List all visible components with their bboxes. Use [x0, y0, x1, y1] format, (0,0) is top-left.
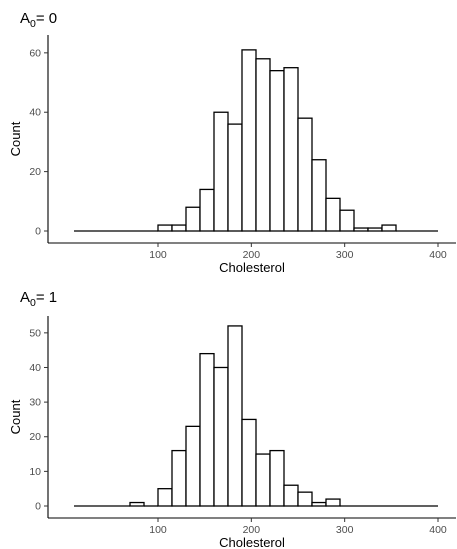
y-tick-label: 20: [29, 431, 41, 443]
y-tick-label: 40: [29, 362, 41, 374]
histogram-bar: [353, 227, 369, 232]
histogram-bar: [367, 227, 383, 232]
title-subscript: 0: [30, 297, 36, 309]
histogram-bar: [171, 449, 187, 507]
histogram-bar: [157, 488, 173, 507]
histogram-bar: [213, 111, 229, 232]
x-axis-title: Cholesterol: [219, 535, 285, 549]
y-tick-label: 30: [29, 397, 41, 409]
y-tick-label: 40: [29, 107, 41, 119]
histogram-bar: [255, 58, 271, 232]
x-tick-label: 100: [149, 524, 167, 536]
panel-title: A0= 0: [20, 10, 57, 30]
histogram-bar: [171, 224, 187, 232]
x-axis-title: Cholesterol: [219, 260, 285, 275]
histogram-bar: [199, 188, 215, 232]
histogram-bar: [213, 366, 229, 507]
histogram-bar: [381, 224, 397, 232]
y-tick-label: 60: [29, 47, 41, 59]
y-axis-title: Count: [8, 121, 23, 156]
histogram-bar: [241, 49, 257, 232]
histogram-bar: [311, 159, 327, 232]
histogram-bar: [227, 123, 243, 232]
x-tick-label: 200: [243, 249, 261, 261]
histogram-bar: [297, 491, 313, 507]
title-rest: = 0: [36, 10, 57, 27]
y-tick-label: 20: [29, 166, 41, 178]
histogram-bar: [255, 453, 271, 507]
title-subscript: 0: [30, 18, 36, 30]
title-main: A: [20, 289, 30, 306]
histogram-bar: [311, 501, 327, 507]
histogram-bar: [157, 224, 173, 232]
y-axis-title: Count: [8, 399, 23, 434]
title-main: A: [20, 10, 30, 27]
histogram-bar: [297, 117, 313, 232]
x-tick-label: 300: [336, 249, 354, 261]
x-tick-label: 400: [429, 249, 447, 261]
histogram-bar: [269, 449, 285, 507]
histogram-bar: [283, 67, 299, 232]
y-tick-label: 50: [29, 327, 41, 339]
histogram-bar: [325, 498, 341, 507]
y-tick-label: 0: [35, 226, 41, 238]
histogram-bar: [227, 325, 243, 507]
histogram-bar: [283, 484, 299, 507]
histogram-bar: [199, 352, 215, 507]
y-tick-label: 0: [35, 501, 41, 513]
histogram-bar: [129, 501, 145, 507]
x-tick-label: 100: [149, 249, 167, 261]
title-rest: = 1: [36, 289, 57, 306]
histogram-bar: [185, 206, 201, 232]
x-tick-label: 200: [243, 524, 261, 536]
panel-title: A0= 1: [20, 289, 57, 309]
histogram-bar: [269, 70, 285, 232]
histogram-bar: [339, 209, 355, 232]
histogram-bar: [185, 425, 201, 507]
x-tick-label: 400: [429, 524, 447, 536]
x-tick-label: 300: [336, 524, 354, 536]
histogram-bar: [241, 418, 257, 507]
histogram-bar: [325, 197, 341, 232]
y-tick-label: 10: [29, 466, 41, 478]
